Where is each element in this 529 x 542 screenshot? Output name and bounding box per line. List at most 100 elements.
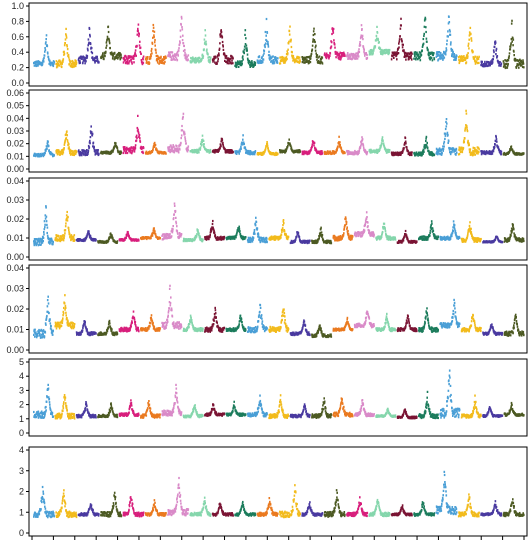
data-point <box>437 58 440 61</box>
data-point <box>447 133 449 136</box>
data-point <box>380 145 382 148</box>
data-point <box>42 240 44 243</box>
data-point <box>359 146 362 149</box>
data-point <box>461 237 464 240</box>
data-point <box>420 53 423 56</box>
data-point <box>78 56 81 59</box>
data-point <box>466 235 469 238</box>
data-point <box>87 151 89 154</box>
data-point <box>169 151 171 154</box>
chromosome-segment <box>33 205 54 247</box>
data-point <box>498 62 500 65</box>
data-point <box>151 52 153 55</box>
data-point <box>429 153 432 156</box>
data-point <box>37 64 39 67</box>
data-point <box>297 149 299 152</box>
data-point <box>401 46 404 49</box>
y-tick-label: 0.01 <box>6 151 24 161</box>
data-point <box>47 140 49 143</box>
data-point <box>375 151 377 154</box>
data-point <box>62 60 64 64</box>
data-point <box>453 226 456 229</box>
data-point <box>361 28 363 31</box>
data-point <box>361 34 364 37</box>
data-point <box>344 151 346 155</box>
data-point <box>165 234 167 237</box>
data-point <box>314 33 316 36</box>
data-point <box>422 37 425 41</box>
data-point <box>496 55 499 58</box>
data-point <box>403 51 406 54</box>
data-point <box>59 238 61 241</box>
data-point <box>125 56 128 59</box>
data-point <box>259 236 261 239</box>
data-point <box>395 52 398 55</box>
data-point <box>443 145 445 148</box>
data-point <box>222 44 224 47</box>
data-point <box>445 47 448 50</box>
data-point <box>338 141 340 144</box>
data-point <box>481 60 483 63</box>
data-point <box>505 62 508 66</box>
data-point <box>48 149 50 152</box>
data-point <box>198 57 201 60</box>
data-point <box>134 144 137 147</box>
data-point <box>500 62 503 65</box>
data-point <box>64 225 67 228</box>
data-point <box>63 50 65 53</box>
data-point <box>223 238 225 241</box>
data-point <box>34 239 36 242</box>
data-point <box>40 238 42 241</box>
data-point <box>111 57 114 60</box>
data-point <box>436 150 438 153</box>
data-point <box>175 150 178 153</box>
data-point <box>364 150 367 153</box>
data-point <box>419 56 421 59</box>
data-point <box>36 242 38 245</box>
data-point <box>436 52 439 55</box>
data-point <box>72 236 75 239</box>
data-point <box>179 41 181 44</box>
data-point <box>320 226 322 229</box>
data-point <box>34 242 37 245</box>
data-point <box>263 52 265 55</box>
data-point <box>63 234 66 237</box>
data-point <box>396 153 398 156</box>
data-point <box>205 238 208 241</box>
data-point <box>272 59 275 62</box>
data-point <box>282 219 285 222</box>
data-point <box>424 146 427 149</box>
data-point <box>429 58 431 61</box>
data-point <box>407 52 409 55</box>
data-point <box>134 51 136 54</box>
data-point <box>78 151 80 154</box>
data-point <box>131 62 133 65</box>
data-point <box>388 51 391 54</box>
data-point <box>372 53 374 56</box>
data-point <box>359 44 362 47</box>
data-point <box>43 228 46 231</box>
data-point <box>465 56 467 59</box>
data-point <box>371 49 374 52</box>
data-point <box>173 204 176 207</box>
data-point <box>179 29 182 32</box>
data-point <box>243 48 246 51</box>
data-point <box>266 142 269 145</box>
data-point <box>379 235 382 238</box>
data-point <box>444 134 447 137</box>
data-point <box>263 152 265 155</box>
data-point <box>313 39 316 42</box>
data-point <box>267 43 269 46</box>
data-point <box>461 57 464 60</box>
data-point <box>508 52 511 55</box>
data-point <box>66 134 68 137</box>
data-point <box>512 149 514 152</box>
data-point <box>491 58 493 61</box>
data-point <box>262 236 265 239</box>
data-point <box>378 148 381 152</box>
data-point <box>74 152 77 155</box>
data-point <box>142 58 144 61</box>
data-point <box>236 231 238 234</box>
data-point <box>254 63 256 66</box>
data-point <box>50 241 52 244</box>
